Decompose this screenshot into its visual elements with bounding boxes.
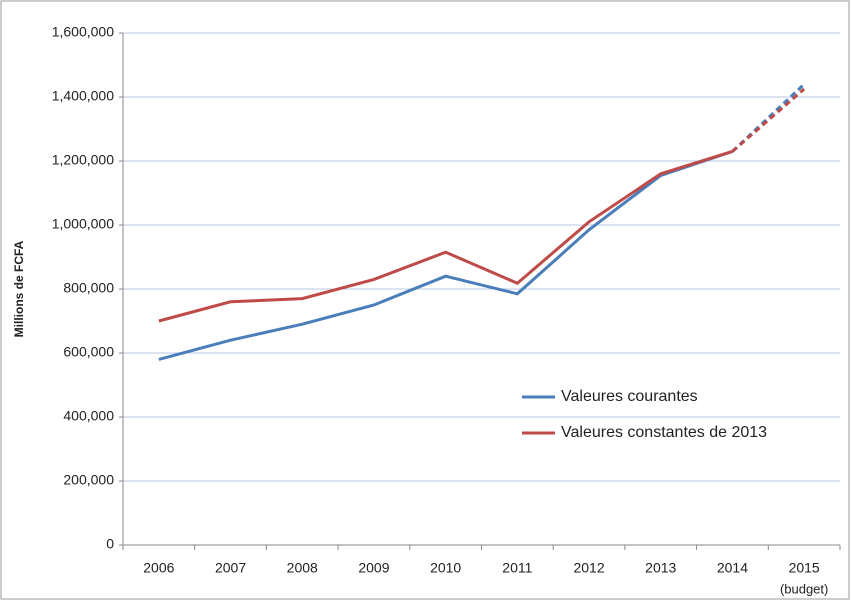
series-line [158,149,733,323]
x-tick-label: 2009 [358,560,389,576]
y-tick-label: 1,400,000 [52,88,114,104]
x-tick-note: (budget) [780,581,828,596]
legend-label: Valeures courantes [561,388,698,405]
legend-label: Valeures constantes de 2013 [561,424,767,441]
y-tick-label: 400,000 [63,408,114,424]
x-tick-label: 2013 [645,560,676,576]
x-tick-label: 2012 [573,560,604,576]
x-tick-label: 2007 [215,560,246,576]
series-line-projected [731,83,806,153]
y-axis-label: Millions de FCFA [12,240,26,337]
x-tick-label: 2008 [287,560,318,576]
y-tick-label: 1,000,000 [52,216,114,232]
y-tick-label: 600,000 [63,344,114,360]
x-tick-label: 2014 [717,560,748,576]
y-tick-label: 200,000 [63,472,114,488]
x-tick-label: 2010 [430,560,461,576]
y-tick-label: 800,000 [63,280,114,296]
series-line [158,149,733,361]
y-tick-label: 1,200,000 [52,152,114,168]
y-tick-label: 1,600,000 [52,24,114,40]
x-tick-label: 2015 [789,560,820,576]
series-line-projected [731,87,806,153]
x-tick-label: 2006 [143,560,174,576]
x-tick-label: 2011 [502,560,532,576]
y-tick-label: 0 [106,536,114,552]
